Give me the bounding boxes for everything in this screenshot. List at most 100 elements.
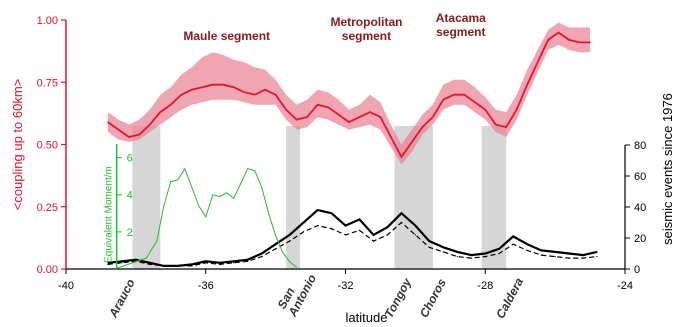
coupling-point — [316, 104, 319, 106]
x-axis-tick-label: -32 — [338, 280, 354, 292]
seismic-point — [498, 248, 500, 250]
coupling-point — [212, 84, 214, 86]
inset-axis-tick-label: 2 — [127, 227, 133, 239]
coupling-point — [390, 136, 392, 138]
place-caldera: Caldera — [493, 275, 526, 321]
right-axis-label: seismic events since 1976 — [660, 93, 675, 245]
seismic-point — [275, 243, 277, 245]
seismic-point — [414, 225, 416, 227]
coupling-point — [505, 126, 507, 128]
coupling-point — [484, 109, 486, 111]
equivalent-moment-point — [261, 186, 263, 188]
seismic-point — [512, 235, 514, 238]
left-axis-tick-label: 0.50 — [37, 140, 58, 152]
coupling-point — [254, 94, 256, 96]
equivalent-moment-point — [135, 261, 137, 263]
equivalent-moment-point — [282, 251, 284, 253]
x-axis-tick-label: -40 — [58, 280, 74, 292]
equivalent-moment-point — [219, 196, 221, 198]
shaded-band-0 — [132, 126, 161, 269]
seismic-events-series — [107, 208, 598, 267]
x-axis-label: latitude — [346, 310, 388, 325]
coupling-point — [149, 123, 151, 126]
seismic-events-solid-line — [107, 208, 598, 267]
coupling-point — [453, 94, 455, 96]
coupling-point — [358, 116, 361, 118]
seismic-point — [456, 256, 458, 258]
coupling-point — [463, 94, 465, 96]
segment-metropolitan-line1: Metropolitan — [330, 15, 402, 29]
coupling-point — [327, 106, 329, 108]
seismic-point — [149, 262, 151, 264]
seismic-point — [261, 252, 263, 255]
seismic-point — [372, 234, 375, 236]
place-label: Arauco — [106, 277, 138, 321]
inset-axis-label: Equivalent Moment/m — [104, 166, 115, 263]
coupling-point — [295, 119, 298, 121]
place-san-antonio: SanAntonio — [275, 272, 319, 319]
seismic-point — [247, 260, 249, 262]
x-axis-tick-label: -36 — [198, 280, 214, 292]
seismic-point — [191, 263, 193, 265]
seismic-point — [582, 257, 584, 259]
equivalent-moment-point — [163, 205, 165, 207]
coupling-point — [107, 121, 109, 123]
seismic-point — [470, 254, 472, 256]
seismic-point — [177, 265, 179, 267]
coupling-point — [222, 84, 224, 86]
equivalent-moment-point — [145, 257, 147, 259]
coupling-point — [432, 116, 434, 118]
seismic-point — [344, 234, 347, 236]
seismic-point — [442, 251, 444, 253]
place-label: Tongoy — [382, 275, 415, 321]
seismic-point — [121, 260, 123, 262]
seismic-point — [107, 262, 109, 264]
coupling-point — [421, 126, 423, 128]
seismic-point — [107, 263, 109, 265]
seismic-point — [540, 249, 542, 251]
seismic-point — [135, 259, 137, 261]
equivalent-moment-point — [226, 192, 228, 194]
seismic-point — [289, 240, 291, 242]
place-arauco: Arauco — [106, 277, 138, 321]
axes: 0.00 0.25 0.50 0.75 1.00 <coupling up to 60km… — [10, 15, 675, 325]
seismic-point — [372, 240, 375, 242]
equivalent-moment-point — [191, 186, 193, 188]
right-axis-tick-label: 80 — [634, 140, 646, 152]
segment-maule: Maule segment — [183, 29, 270, 43]
coupling-point — [558, 31, 560, 34]
seismic-events-dashed-line — [107, 221, 598, 267]
coupling-point — [442, 99, 444, 101]
seismic-point — [205, 260, 207, 262]
seismic-point — [316, 225, 319, 227]
segment-metropolitan-line2: segment — [342, 29, 391, 43]
seismic-point — [596, 256, 598, 258]
seismic-point — [470, 257, 472, 259]
coupling-point — [379, 116, 382, 118]
coupling-point — [516, 109, 518, 111]
coupling-point — [337, 114, 340, 116]
seismic-point — [261, 256, 263, 258]
equivalent-moment-point — [254, 170, 256, 172]
left-axis-label: <coupling up to 60km> — [10, 79, 25, 211]
seismic-point — [386, 226, 389, 228]
seismic-point — [540, 254, 542, 256]
coupling-point — [233, 86, 235, 88]
coupling-point — [264, 89, 266, 91]
seismic-point — [414, 234, 416, 236]
seismic-point — [219, 262, 221, 264]
coupling-point — [578, 41, 581, 44]
equivalent-moment-point — [170, 181, 172, 183]
equivalent-moment-point — [184, 168, 186, 170]
x-axis-tick-label: -24 — [617, 280, 633, 292]
coupling-point — [526, 84, 528, 86]
seismic-point — [484, 252, 486, 255]
seismic-point — [568, 252, 570, 255]
coupling-point — [191, 89, 193, 91]
seismic-point — [289, 234, 291, 236]
left-axis-tick-label: 0.00 — [37, 264, 58, 276]
seismic-point — [554, 256, 556, 258]
right-axis-tick-label: 40 — [634, 202, 646, 214]
coupling-point — [474, 101, 476, 103]
